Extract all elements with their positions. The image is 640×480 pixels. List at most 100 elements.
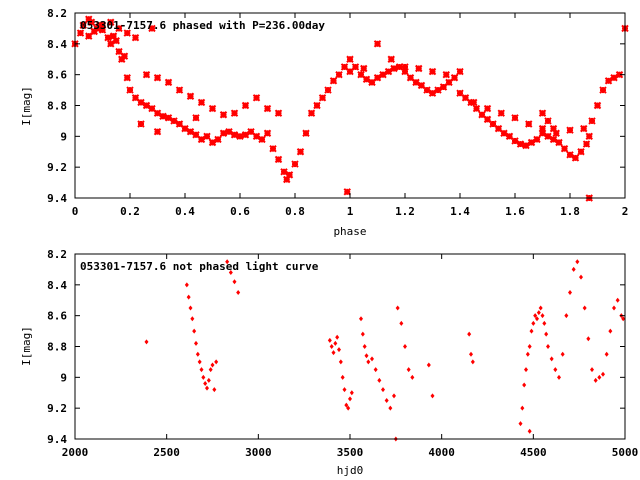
unphased-data-point <box>195 351 200 357</box>
phased-data-point <box>580 124 588 133</box>
unphased-x-tick-label: 3500 <box>337 446 364 459</box>
phased-data-point <box>137 120 145 128</box>
phased-data-point <box>525 120 533 128</box>
phased-data-point <box>483 115 492 124</box>
phased-data-point <box>489 120 497 128</box>
phased-data-point <box>107 18 115 26</box>
unphased-data-point <box>531 320 536 326</box>
unphased-data-point <box>337 347 341 353</box>
phased-data-point <box>324 86 332 94</box>
phased-y-tick-label: 8.8 <box>47 100 67 113</box>
unphased-y-axis-label: I[mag] <box>20 326 33 366</box>
phased-data-point <box>456 89 464 97</box>
phased-data-point <box>387 55 395 63</box>
unphased-data-point <box>522 382 527 388</box>
phased-data-point <box>434 86 442 94</box>
phased-data-point <box>368 78 376 87</box>
unphased-data-point <box>199 367 204 373</box>
unphased-data-point <box>525 351 530 357</box>
phased-data-point <box>258 135 266 144</box>
phased-data-point <box>153 128 162 136</box>
unphased-data-point <box>205 385 209 391</box>
unphased-data-point <box>586 336 591 342</box>
unphased-data-point <box>190 316 195 322</box>
phased-data-point <box>208 104 217 113</box>
unphased-data-point <box>232 279 237 285</box>
phased-data-point <box>533 135 541 144</box>
phased-data-point <box>153 109 162 117</box>
unphased-data-point <box>615 297 620 303</box>
phased-data-point <box>456 67 464 76</box>
unphased-data-point <box>362 344 367 349</box>
phased-x-tick-label: 2 <box>622 205 629 218</box>
phased-data-point <box>112 37 120 45</box>
unphased-data-point <box>553 367 558 373</box>
unphased-y-tick-label: 9.2 <box>47 402 67 415</box>
unphased-data-point <box>188 305 193 311</box>
phased-data-point <box>549 135 558 144</box>
phased-ticks: 0 0.2 0.4 0.6 0.8 1 1.2 1.4 1.6 1.8 2 8.2 8.4 8.6 8.8 9… <box>47 7 628 218</box>
phased-data-point <box>401 63 409 71</box>
unphased-data-point <box>529 328 534 334</box>
phased-data-point <box>340 63 349 71</box>
phased-data-point <box>346 67 354 76</box>
phased-data-point <box>406 74 415 82</box>
phased-data-point <box>544 117 552 125</box>
phased-x-tick-label: 0.6 <box>230 205 250 218</box>
unphased-data-point <box>469 351 473 357</box>
phased-data-point <box>164 78 173 87</box>
unphased-data-point <box>527 344 532 349</box>
phased-data-point <box>203 132 211 141</box>
unphased-data-point <box>203 381 208 386</box>
phased-data-point <box>148 104 156 113</box>
unphased-data-point <box>186 294 191 300</box>
phased-data-point <box>186 92 195 100</box>
unphased-data-point <box>225 259 230 265</box>
phased-data-point <box>153 74 162 82</box>
unphased-data-point <box>212 387 217 393</box>
unphased-data-point <box>571 266 576 272</box>
phased-data-point <box>500 129 508 137</box>
unphased-data-point <box>360 331 365 337</box>
phased-data-point <box>362 75 371 83</box>
phased-data-point <box>538 124 547 133</box>
unphased-data-point <box>579 274 583 280</box>
phased-y-tick-label: 8.6 <box>47 69 67 82</box>
phased-data-point <box>439 83 448 91</box>
phased-x-tick-label: 0.4 <box>175 205 195 218</box>
phased-data-point <box>450 74 459 82</box>
phased-data-point <box>428 67 437 76</box>
phased-data-point <box>230 109 239 117</box>
unphased-ticks: 2000 2500 3000 3500 4000 4500 5000 8.2 8.4 8.6 8.8… <box>47 248 638 459</box>
unphased-y-tick-label: 8.8 <box>47 341 67 354</box>
unphased-data-point <box>377 377 382 383</box>
unphased-data-point <box>206 377 211 383</box>
phased-data-point <box>219 111 228 119</box>
unphased-data-point <box>470 359 475 365</box>
phased-data-point <box>527 138 536 147</box>
unphased-data-point <box>395 305 400 311</box>
phased-data-point <box>571 154 580 162</box>
unphased-data-point <box>533 313 538 319</box>
phased-data-point <box>159 112 167 120</box>
unphased-x-tick-label: 3000 <box>245 446 272 459</box>
unphased-data-point <box>338 359 343 365</box>
unphased-data-point <box>144 339 149 345</box>
phased-points <box>71 15 629 202</box>
phased-data-point <box>412 78 420 87</box>
phased-data-point <box>582 140 591 148</box>
phased-data-point <box>104 33 112 42</box>
phased-y-axis-label: I[mag] <box>20 86 33 126</box>
phased-data-point <box>445 78 453 87</box>
phased-data-point <box>599 86 607 94</box>
unphased-data-point <box>540 313 545 319</box>
phased-data-point <box>142 101 151 110</box>
unphased-data-point <box>546 344 550 349</box>
phased-data-point <box>137 98 145 107</box>
phased-data-point <box>566 126 574 134</box>
unphased-data-point <box>364 353 369 359</box>
phased-data-point <box>384 67 393 76</box>
unphased-data-point <box>612 305 616 311</box>
unphased-data-point <box>575 259 580 265</box>
unphased-data-point <box>197 359 202 365</box>
